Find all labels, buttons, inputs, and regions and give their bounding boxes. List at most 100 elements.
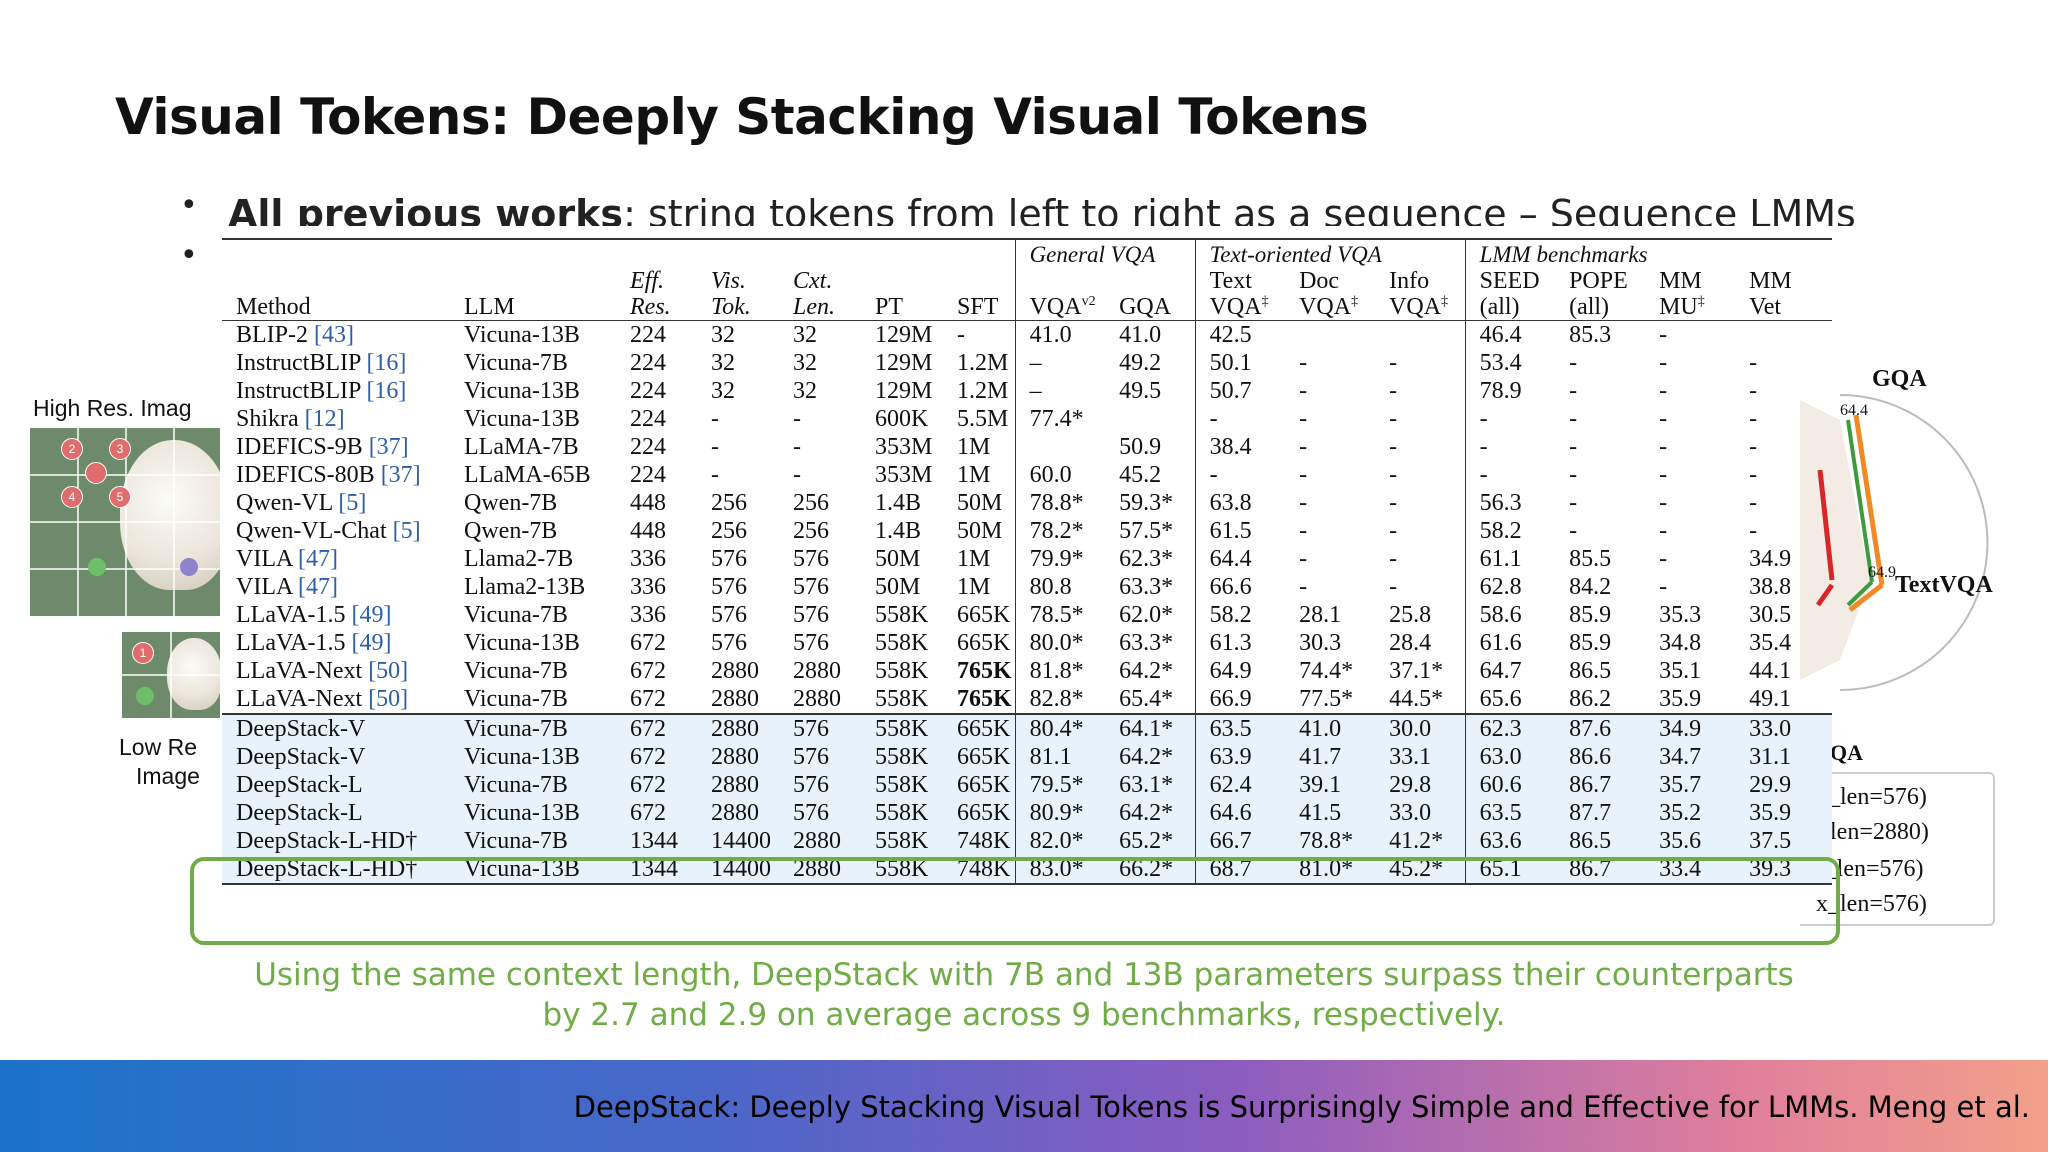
value-cell: 224 (630, 378, 666, 404)
llm-cell: LLaMA-65B (464, 462, 591, 488)
value-cell: 63.0 (1464, 743, 1556, 771)
grid-line (122, 674, 220, 676)
header-docvqa: Doc VQA‡ (1299, 268, 1359, 320)
value-cell: - (1194, 461, 1286, 489)
value-cell: 65.2* (1105, 827, 1196, 855)
citation-link[interactable]: [49] (351, 630, 392, 656)
value-cell: 41.0 (1105, 320, 1196, 349)
radar-series-green-lower (1846, 580, 1874, 607)
low-res-label-2: Image (136, 763, 200, 789)
table-row: VILA [47] Llama2-13B 336 576 576 50M 1M 80.8 63.… (222, 573, 1832, 601)
method-name: InstructBLIP (236, 378, 367, 404)
citation-link[interactable]: [37] (368, 434, 409, 460)
value-cell: 63.5 (1464, 799, 1556, 827)
value-cell: 80.4* (1014, 713, 1106, 743)
value-cell: 58.6 (1464, 601, 1556, 629)
header-method: Method (236, 294, 311, 320)
radar-series-orange (1853, 414, 1885, 586)
method-name: LLaVA-Next (236, 686, 369, 712)
citation-link[interactable]: [16] (366, 378, 407, 404)
value-cell: 576 (779, 713, 861, 743)
value-cell: 37.5 (1735, 827, 1833, 855)
value-cell: - (793, 434, 801, 460)
value-cell: - (1389, 378, 1398, 404)
value-cell: 25.8 (1389, 602, 1432, 628)
citation-link[interactable]: [16] (366, 350, 407, 376)
value-cell: 576 (793, 630, 829, 656)
value-cell: 44.5* (1389, 686, 1444, 712)
llm-cell: Vicuna-7B (464, 350, 568, 376)
llm-cell: Vicuna-7B (464, 658, 568, 684)
citation-link[interactable]: [43] (314, 322, 354, 348)
value-cell: 28.4 (1389, 630, 1432, 656)
value-cell: - (1299, 434, 1308, 460)
llm-cell: Vicuna-13B (450, 799, 616, 827)
value-cell: 353M (875, 462, 933, 488)
citation-link[interactable]: [5] (338, 490, 367, 516)
value-cell: 2880 (697, 799, 779, 827)
method-name: DeepStack-L-HD† (236, 828, 418, 854)
citation-link[interactable]: [50] (368, 686, 409, 712)
footer-bar: DeepStack: Deeply Stacking Visual Tokens… (0, 1060, 2048, 1152)
radar-axis-textvqa: TextVQA (1895, 572, 1993, 598)
value-cell: 2880 (697, 771, 779, 799)
value-cell: 448 (630, 518, 666, 544)
citation-link[interactable]: [5] (392, 518, 421, 544)
header-infovqa: Info VQA‡ (1389, 268, 1449, 320)
value-cell: 86.5 (1569, 658, 1612, 684)
table-header-row: Method LLM Eff. Res. Vis. Tok. Cxt. Len. PT… (222, 268, 1832, 321)
method-cell: DeepStack-L-HD† (222, 827, 450, 855)
header-sft: SFT (957, 294, 999, 320)
value-cell: 56.3 (1464, 489, 1556, 517)
patch-marker-3: 3 (109, 438, 131, 460)
llm-cell: Vicuna-13B (464, 378, 580, 404)
value-cell: 63.9 (1194, 743, 1286, 771)
citation-link[interactable]: [47] (298, 546, 338, 572)
value-cell: 672 (616, 713, 697, 743)
value-cell: - (1749, 350, 1758, 376)
header-vis-tok: Vis. Tok. (711, 268, 751, 320)
method-name: LLaVA-1.5 (236, 602, 352, 628)
value-cell: - (1389, 574, 1398, 600)
method-cell: DeepStack-L (222, 799, 450, 827)
citation-link[interactable]: [12] (304, 406, 345, 432)
bullet-marker-1: • (180, 188, 198, 223)
value-cell: 63.5 (1194, 713, 1286, 743)
value-cell: 256 (711, 518, 747, 544)
value-cell: 45.2 (1119, 462, 1162, 488)
value-cell: 665K (943, 743, 1016, 771)
citation-link[interactable]: [50] (368, 658, 409, 684)
method-name: VILA (236, 574, 298, 600)
value-cell: 558K (861, 713, 943, 743)
value-cell: - (1299, 574, 1308, 600)
value-cell: 576 (711, 546, 747, 572)
value-cell: - (1659, 546, 1668, 572)
value-cell: - (1464, 405, 1556, 433)
value-cell: 64.2* (1105, 743, 1196, 771)
value-cell: 765K (957, 658, 1012, 684)
value-cell: 665K (957, 602, 1011, 628)
value-cell: 60.6 (1464, 771, 1556, 799)
value-cell: 224 (630, 462, 666, 488)
table-row: DeepStack-L Vicuna-13B 672 2880 576 558K 665K 8… (222, 799, 1833, 827)
citation-link[interactable]: [37] (380, 462, 421, 488)
value-cell: - (1464, 433, 1556, 461)
llm-cell: Vicuna-7B (450, 713, 616, 743)
citation-link[interactable]: [49] (351, 602, 392, 628)
llm-cell: LLaMA-7B (464, 434, 579, 460)
value-cell: 558K (861, 799, 943, 827)
value-cell: 336 (630, 574, 666, 600)
group-lmm-benchmarks: LMM benchmarks (1464, 239, 1833, 268)
value-cell: 77.4* (1014, 405, 1106, 433)
value-cell: 33.0 (1735, 713, 1833, 743)
value-cell: 50M (875, 574, 921, 600)
value-cell: 79.5* (1014, 771, 1106, 799)
method-cell: LLaVA-Next [50] (222, 657, 450, 685)
citation-link[interactable]: [47] (298, 574, 338, 600)
value-cell: 665K (957, 630, 1011, 656)
header-mmvet: MM Vet (1749, 268, 1792, 320)
value-cell: 129M (875, 378, 933, 404)
value-cell: 49.1 (1749, 686, 1792, 712)
header-gqa: GQA (1119, 294, 1172, 320)
llm-cell: Vicuna-13B (450, 320, 616, 349)
